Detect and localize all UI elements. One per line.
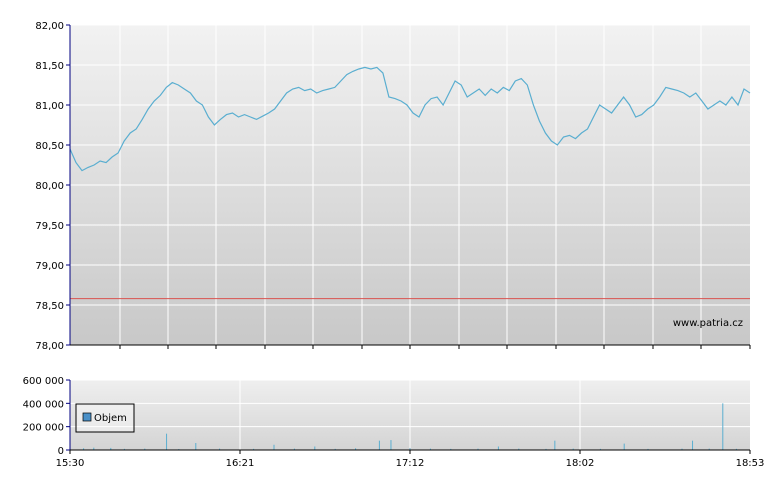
price-tick-label: 80,00 [35, 181, 64, 192]
legend-swatch [82, 412, 92, 422]
price-tick-label: 78,00 [35, 341, 64, 352]
price-tick-label: 79,50 [35, 221, 64, 232]
price-tick-label: 78,50 [35, 301, 64, 312]
volume-y-axis: 600 000 400 000 200 000 0 [23, 376, 71, 457]
price-tick-label: 82,00 [35, 21, 64, 32]
price-tick-label: 79,00 [35, 261, 64, 272]
price-tick-label: 81,00 [35, 101, 64, 112]
watermark-text: www.patria.cz [673, 318, 743, 329]
price-y-axis: 82,00 81,50 81,00 80,50 80,00 79,50 79,00 78,50… [35, 21, 751, 352]
legend-label: Objem [94, 413, 127, 424]
price-tick-label: 80,50 [35, 141, 64, 152]
price-panel: 82,00 81,50 81,00 80,50 80,00 79,50 79,00 78,50… [35, 21, 751, 352]
x-tick-label: 16:21 [226, 458, 255, 469]
x-tick-label: 15:30 [56, 458, 85, 469]
volume-tick-label: 0 [58, 446, 64, 457]
x-tick-label: 18:02 [566, 458, 595, 469]
price-tick-label: 81,50 [35, 61, 64, 72]
volume-tick-label: 400 000 [23, 399, 64, 410]
price-series-line [69, 66, 751, 172]
x-tick-label: 18:53 [736, 458, 765, 469]
volume-tick-label: 200 000 [23, 423, 64, 434]
time-x-axis: 15:30 16:21 17:12 18:02 18:53 [56, 449, 765, 469]
x-tick-label: 17:12 [396, 458, 425, 469]
volume-bars [69, 403, 737, 450]
volume-tick-label: 600 000 [23, 376, 64, 387]
legend-box: Objem [75, 403, 135, 433]
volume-panel: 600 000 400 000 200 000 0 15:30 16:21 17:12 18… [23, 376, 765, 469]
